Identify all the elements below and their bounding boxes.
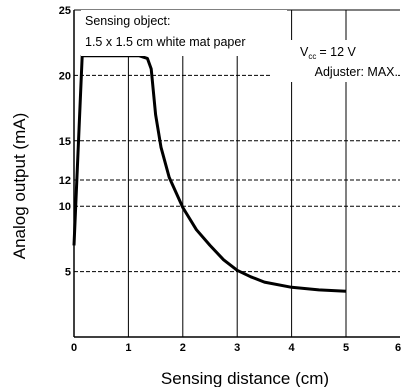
supply-label-box — [272, 40, 397, 82]
x-tick-label-6: 6 — [395, 342, 401, 354]
y-tick-label-12: 12 — [59, 175, 71, 187]
annotation-box — [81, 10, 287, 56]
x-tick-label-1: 1 — [125, 342, 131, 354]
series-line — [72, 54, 347, 293]
y-tick-label-15: 15 — [59, 136, 71, 148]
y-axis-title: Analog output (mA) — [10, 113, 29, 259]
y-tick-label-5: 5 — [65, 267, 71, 279]
y-tick-label-25: 25 — [59, 5, 71, 17]
sensing-object-description: 1.5 x 1.5 cm white mat paper — [85, 35, 246, 49]
x-tick-label-4: 4 — [289, 342, 296, 354]
supply-voltage-label: Vcc = 12 V — [300, 45, 356, 61]
x-tick-label-0: 0 — [71, 342, 77, 354]
x-tick-label-3: 3 — [234, 342, 240, 354]
adjuster-label: Adjuster: MAX. — [315, 65, 398, 79]
sensing-object-label: Sensing object: — [85, 14, 170, 28]
x-axis-title: Sensing distance (cm) — [161, 369, 329, 387]
y-tick-label-10: 10 — [59, 201, 71, 213]
x-tick-label-5: 5 — [343, 342, 349, 354]
x-tick-label-2: 2 — [180, 342, 186, 354]
axes — [73, 10, 400, 338]
y-tick-label-20: 20 — [59, 70, 71, 82]
